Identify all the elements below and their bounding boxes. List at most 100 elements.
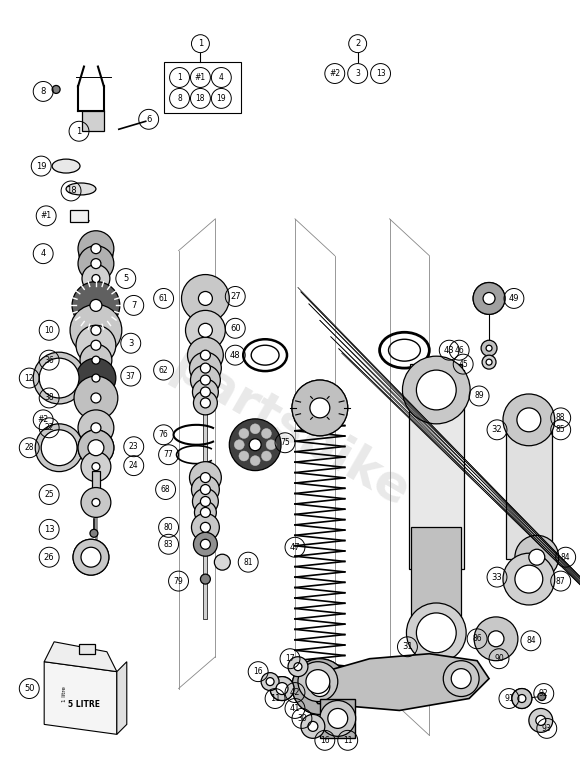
Circle shape — [536, 715, 546, 726]
Bar — [409, 370, 464, 569]
Text: 7: 7 — [131, 301, 137, 310]
Text: 92: 92 — [539, 689, 548, 698]
Circle shape — [488, 631, 504, 647]
Circle shape — [473, 283, 505, 315]
Text: 38: 38 — [44, 394, 54, 402]
Text: 1: 1 — [198, 39, 203, 48]
Circle shape — [481, 341, 497, 356]
Circle shape — [486, 359, 492, 366]
Circle shape — [310, 676, 330, 697]
Circle shape — [181, 275, 229, 323]
Bar — [410, 364, 462, 376]
Circle shape — [73, 540, 109, 575]
Text: 84: 84 — [561, 553, 571, 562]
Circle shape — [515, 565, 543, 593]
Bar — [93, 410, 99, 440]
Bar — [92, 471, 100, 508]
Text: 13: 13 — [376, 69, 385, 78]
Text: 81: 81 — [243, 558, 253, 567]
Circle shape — [301, 715, 325, 738]
Text: 80: 80 — [164, 522, 173, 532]
Circle shape — [486, 345, 492, 351]
Circle shape — [270, 676, 294, 701]
Circle shape — [250, 455, 260, 465]
Circle shape — [72, 281, 120, 330]
Circle shape — [512, 689, 532, 708]
Circle shape — [270, 676, 294, 701]
Text: 6: 6 — [146, 115, 152, 124]
Text: 32: 32 — [492, 426, 503, 434]
Circle shape — [73, 540, 109, 575]
Circle shape — [261, 672, 279, 690]
Circle shape — [200, 508, 210, 517]
Text: 84: 84 — [526, 637, 536, 645]
Text: 18: 18 — [196, 94, 205, 103]
Circle shape — [188, 337, 223, 373]
Circle shape — [483, 292, 495, 305]
Circle shape — [91, 341, 101, 350]
Circle shape — [503, 553, 555, 605]
Text: 61: 61 — [159, 294, 168, 303]
Circle shape — [276, 683, 288, 694]
Circle shape — [249, 439, 261, 451]
Text: 87: 87 — [556, 576, 565, 586]
Circle shape — [200, 363, 210, 373]
Ellipse shape — [66, 183, 96, 195]
Text: 93: 93 — [542, 724, 551, 733]
Text: 5 LITRE: 5 LITRE — [68, 700, 100, 709]
Text: partsbike: partsbike — [162, 342, 418, 517]
Text: 24: 24 — [129, 461, 138, 470]
Circle shape — [78, 230, 114, 266]
Polygon shape — [300, 654, 489, 711]
Text: 31: 31 — [402, 642, 413, 651]
Circle shape — [199, 323, 213, 337]
Text: 48: 48 — [230, 351, 241, 360]
Circle shape — [288, 657, 308, 676]
Circle shape — [192, 489, 218, 515]
Circle shape — [328, 708, 347, 729]
Circle shape — [78, 410, 114, 446]
Circle shape — [91, 326, 101, 335]
Polygon shape — [44, 662, 117, 734]
Circle shape — [229, 419, 281, 471]
Text: 19: 19 — [217, 94, 226, 103]
Circle shape — [443, 661, 479, 697]
Text: 36: 36 — [44, 355, 54, 365]
Circle shape — [81, 547, 101, 567]
Circle shape — [294, 663, 302, 671]
Circle shape — [92, 275, 100, 283]
Circle shape — [33, 352, 85, 404]
Text: 85: 85 — [556, 426, 565, 434]
Text: 17: 17 — [285, 654, 295, 663]
Circle shape — [239, 429, 249, 438]
Text: 12: 12 — [24, 373, 34, 383]
Text: 77: 77 — [164, 450, 174, 459]
Circle shape — [189, 352, 221, 384]
Circle shape — [35, 424, 83, 472]
Circle shape — [234, 440, 244, 450]
Text: 43: 43 — [444, 346, 454, 355]
Circle shape — [52, 85, 60, 94]
Circle shape — [92, 374, 100, 382]
Text: #2: #2 — [329, 69, 340, 78]
Bar — [70, 210, 88, 222]
Text: 11: 11 — [270, 694, 280, 703]
Circle shape — [192, 476, 220, 504]
Circle shape — [308, 722, 318, 731]
Text: 18: 18 — [66, 187, 76, 195]
Text: 22: 22 — [44, 423, 54, 433]
Text: 68: 68 — [161, 485, 170, 494]
Text: 1: 1 — [177, 73, 182, 82]
Text: 89: 89 — [474, 391, 484, 401]
Text: 2: 2 — [355, 39, 360, 48]
Circle shape — [193, 391, 217, 415]
Circle shape — [292, 380, 347, 436]
Circle shape — [185, 310, 225, 350]
Ellipse shape — [52, 159, 80, 173]
Text: 75: 75 — [280, 438, 290, 448]
Bar — [82, 112, 104, 131]
Text: 25: 25 — [44, 490, 54, 499]
Circle shape — [91, 244, 101, 254]
Text: 28: 28 — [24, 444, 34, 452]
Circle shape — [200, 574, 210, 584]
